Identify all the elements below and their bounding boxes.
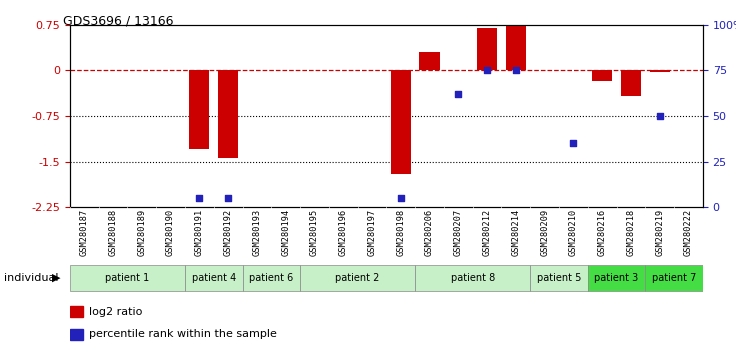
Bar bbox=[592, 70, 612, 81]
Text: GSM280206: GSM280206 bbox=[425, 209, 434, 256]
Text: GSM280216: GSM280216 bbox=[598, 209, 606, 256]
Text: GSM280218: GSM280218 bbox=[626, 209, 635, 256]
Bar bbox=[621, 70, 641, 97]
Bar bbox=[477, 28, 498, 70]
Text: GSM280198: GSM280198 bbox=[396, 209, 406, 256]
Text: GSM280207: GSM280207 bbox=[454, 209, 463, 256]
FancyBboxPatch shape bbox=[70, 265, 185, 291]
Text: GSM280219: GSM280219 bbox=[655, 209, 664, 256]
Text: GDS3696 / 13166: GDS3696 / 13166 bbox=[63, 14, 173, 27]
FancyBboxPatch shape bbox=[530, 265, 588, 291]
Bar bbox=[650, 70, 670, 72]
Text: GSM280193: GSM280193 bbox=[252, 209, 261, 256]
Text: GSM280189: GSM280189 bbox=[138, 209, 146, 256]
Text: patient 1: patient 1 bbox=[105, 273, 149, 283]
Point bbox=[453, 91, 464, 97]
Bar bbox=[506, 26, 526, 70]
FancyBboxPatch shape bbox=[588, 265, 645, 291]
Text: GSM280196: GSM280196 bbox=[339, 209, 347, 256]
FancyBboxPatch shape bbox=[243, 265, 300, 291]
FancyBboxPatch shape bbox=[415, 265, 530, 291]
Text: GSM280197: GSM280197 bbox=[367, 209, 377, 256]
Text: patient 5: patient 5 bbox=[537, 273, 581, 283]
Text: log2 ratio: log2 ratio bbox=[89, 307, 142, 316]
Text: GSM280214: GSM280214 bbox=[512, 209, 520, 256]
Point bbox=[395, 195, 407, 201]
Text: GSM280210: GSM280210 bbox=[569, 209, 578, 256]
Text: patient 3: patient 3 bbox=[595, 273, 639, 283]
FancyBboxPatch shape bbox=[185, 265, 243, 291]
Text: patient 2: patient 2 bbox=[336, 273, 380, 283]
Bar bbox=[218, 70, 238, 159]
Text: patient 4: patient 4 bbox=[191, 273, 236, 283]
Text: GSM280187: GSM280187 bbox=[79, 209, 89, 256]
Point bbox=[654, 113, 665, 119]
Bar bbox=[70, 329, 82, 340]
Bar bbox=[70, 306, 82, 317]
Text: individual: individual bbox=[4, 273, 58, 283]
Text: patient 8: patient 8 bbox=[450, 273, 495, 283]
Point bbox=[222, 195, 234, 201]
Bar bbox=[189, 70, 210, 149]
Text: GSM280188: GSM280188 bbox=[109, 209, 118, 256]
Text: patient 6: patient 6 bbox=[250, 273, 294, 283]
Point bbox=[510, 68, 522, 73]
Text: GSM280195: GSM280195 bbox=[310, 209, 319, 256]
Bar bbox=[391, 70, 411, 174]
Text: GSM280209: GSM280209 bbox=[540, 209, 549, 256]
Text: ▶: ▶ bbox=[52, 273, 60, 283]
Text: GSM280190: GSM280190 bbox=[166, 209, 175, 256]
Bar bbox=[420, 52, 439, 70]
Point bbox=[194, 195, 205, 201]
Text: GSM280191: GSM280191 bbox=[195, 209, 204, 256]
Point bbox=[567, 141, 579, 146]
Text: GSM280212: GSM280212 bbox=[483, 209, 492, 256]
Point bbox=[481, 68, 493, 73]
FancyBboxPatch shape bbox=[645, 265, 703, 291]
Text: patient 7: patient 7 bbox=[652, 273, 696, 283]
Text: percentile rank within the sample: percentile rank within the sample bbox=[89, 329, 277, 339]
Text: GSM280192: GSM280192 bbox=[224, 209, 233, 256]
Text: GSM280194: GSM280194 bbox=[281, 209, 290, 256]
FancyBboxPatch shape bbox=[300, 265, 415, 291]
Text: GSM280222: GSM280222 bbox=[684, 209, 693, 256]
